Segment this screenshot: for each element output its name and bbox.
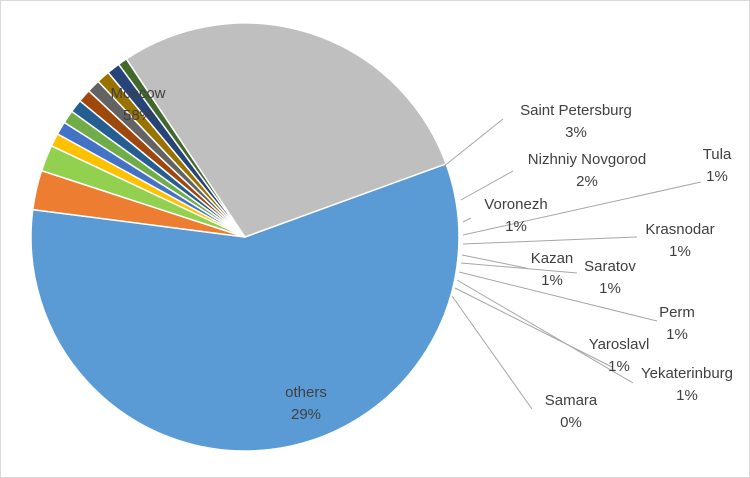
data-label-name-others: others — [285, 384, 327, 401]
data-label-name-yekaterinburg: Yekaterinburg — [641, 365, 733, 382]
data-label-value-samara: 0% — [560, 414, 582, 431]
pie-slice-others — [125, 22, 448, 238]
leader-line-nizhniy-novgorod — [460, 170, 514, 201]
leader-line-kazan — [461, 254, 527, 269]
leader-line-yekaterinburg — [456, 279, 634, 384]
leader-line-perm — [458, 271, 658, 322]
leader-line-samara — [451, 295, 533, 410]
leader-line-saratov — [460, 262, 578, 274]
data-label-value-saratov: 1% — [599, 280, 621, 297]
data-label-value-krasnodar: 1% — [669, 243, 691, 260]
data-label-name-moscow: Moscow — [110, 85, 165, 102]
data-label-name-krasnodar: Krasnodar — [645, 221, 714, 238]
data-label-value-tula: 1% — [706, 168, 728, 185]
data-label-value-voronezh: 1% — [505, 218, 527, 235]
data-label-name-saint-petersburg: Saint Petersburg — [520, 102, 632, 119]
data-label-name-saratov: Saratov — [584, 258, 636, 275]
data-label-value-moscow: 58% — [123, 107, 153, 124]
data-label-value-perm: 1% — [666, 326, 688, 343]
data-label-name-perm: Perm — [659, 304, 695, 321]
data-label-value-others: 29% — [291, 406, 321, 423]
leader-line-krasnodar — [462, 236, 638, 245]
data-label-value-yaroslavl: 1% — [608, 358, 630, 375]
pie-slice-moscow — [30, 162, 460, 452]
data-label-value-yekaterinburg: 1% — [676, 387, 698, 404]
data-label-name-yaroslavl: Yaroslavl — [589, 336, 650, 353]
data-labels: Moscow 58% Saint Petersburg 3% Nizhniy Novgo… — [110, 85, 733, 431]
data-label-name-kazan: Kazan — [531, 250, 574, 267]
data-label-value-kazan: 1% — [541, 272, 563, 289]
data-label-name-nizhniy-novgorod: Nizhniy Novgorod — [528, 151, 646, 168]
leader-line-saint-petersburg — [442, 118, 504, 168]
leader-lines — [442, 118, 702, 410]
leader-line-voronezh — [462, 217, 472, 223]
leader-line-yaroslavl — [454, 287, 613, 368]
data-label-name-samara: Samara — [545, 392, 598, 409]
data-label-name-tula: Tula — [703, 146, 732, 163]
data-label-value-saint-petersburg: 3% — [565, 124, 587, 141]
data-label-value-nizhniy-novgorod: 2% — [576, 173, 598, 190]
data-label-name-voronezh: Voronezh — [484, 196, 547, 213]
leader-line-tula — [462, 181, 702, 236]
pie-slices — [30, 22, 460, 452]
